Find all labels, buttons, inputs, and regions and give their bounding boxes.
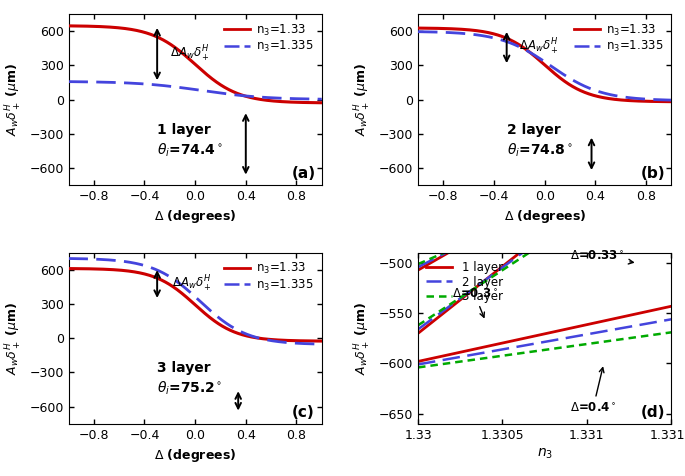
Text: $\Delta$=0.4$^\circ$: $\Delta$=0.4$^\circ$ (570, 367, 616, 415)
Text: 3 layer: 3 layer (157, 361, 211, 376)
Y-axis label: $A_w\delta_+^H$ ($\mu$m): $A_w\delta_+^H$ ($\mu$m) (3, 63, 24, 136)
Text: $\theta_i$=74.4$^\circ$: $\theta_i$=74.4$^\circ$ (157, 141, 223, 159)
X-axis label: $n_3$: $n_3$ (536, 447, 553, 461)
Legend: n$_3$=1.33, n$_3$=1.335: n$_3$=1.33, n$_3$=1.335 (571, 20, 665, 56)
X-axis label: $\Delta$ (degrees): $\Delta$ (degrees) (503, 208, 586, 225)
Legend: 1 layer, 2 layer, 3 layer: 1 layer, 2 layer, 3 layer (424, 259, 506, 305)
Text: 2 layer: 2 layer (507, 123, 560, 137)
Text: 1 layer: 1 layer (157, 123, 211, 137)
Text: (d): (d) (641, 405, 665, 420)
Y-axis label: $A_w\delta_+^H$ ($\mu$m): $A_w\delta_+^H$ ($\mu$m) (3, 302, 24, 375)
Y-axis label: $A_w\delta_+^H$ ($\mu$m): $A_w\delta_+^H$ ($\mu$m) (353, 63, 373, 136)
Y-axis label: $A_w\delta_+^H$ ($\mu$m): $A_w\delta_+^H$ ($\mu$m) (353, 302, 373, 375)
Text: $\Delta A_w\delta_+^H$: $\Delta A_w\delta_+^H$ (170, 44, 210, 64)
X-axis label: $\Delta$ (degrees): $\Delta$ (degrees) (154, 447, 236, 464)
Text: $\theta_i$=75.2$^\circ$: $\theta_i$=75.2$^\circ$ (157, 380, 223, 397)
Legend: n$_3$=1.33, n$_3$=1.335: n$_3$=1.33, n$_3$=1.335 (222, 20, 316, 56)
Text: (a): (a) (291, 166, 316, 181)
Text: (c): (c) (291, 405, 314, 420)
X-axis label: $\Delta$ (degrees): $\Delta$ (degrees) (154, 208, 236, 225)
Text: (b): (b) (641, 166, 666, 181)
Text: $\Delta$=0.3$^\circ$: $\Delta$=0.3$^\circ$ (452, 288, 498, 317)
Text: $\Delta$=0.33$^\circ$: $\Delta$=0.33$^\circ$ (570, 250, 633, 264)
Legend: n$_3$=1.33, n$_3$=1.335: n$_3$=1.33, n$_3$=1.335 (222, 259, 316, 295)
Text: $\theta_i$=74.8$^\circ$: $\theta_i$=74.8$^\circ$ (507, 141, 573, 159)
Text: $\Delta A_w\delta_+^H$: $\Delta A_w\delta_+^H$ (519, 37, 559, 57)
Text: $\Delta A_w\delta_+^H$: $\Delta A_w\delta_+^H$ (173, 274, 212, 294)
